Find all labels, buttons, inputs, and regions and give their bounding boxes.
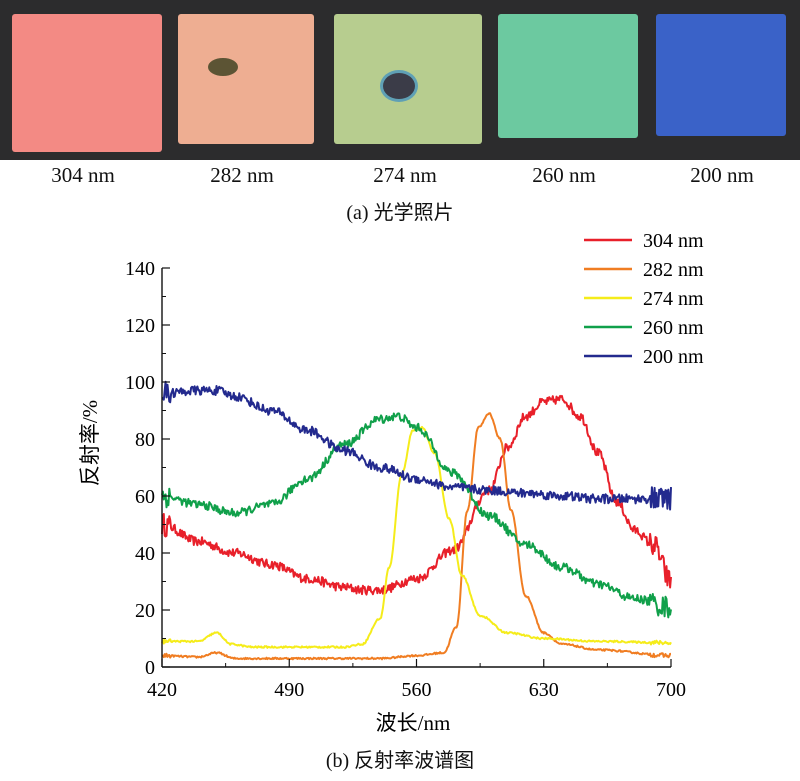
- sample-defect-spot: [380, 70, 418, 102]
- x-tick-label: 420: [147, 679, 177, 701]
- y-tick-label: 100: [125, 372, 155, 394]
- sample-label: 304 nm: [51, 163, 115, 187]
- y-tick-label: 20: [135, 600, 155, 622]
- legend-label: 200 nm: [643, 346, 704, 368]
- x-tick-label: 490: [274, 679, 304, 701]
- legend-label: 274 nm: [643, 288, 704, 310]
- legend-label: 282 nm: [643, 259, 704, 281]
- legend-label: 304 nm: [643, 230, 704, 252]
- sample-chip-304: [12, 14, 162, 152]
- series-line-260-nm: [161, 412, 672, 619]
- x-tick-label: 560: [402, 679, 432, 701]
- x-tick-label: 630: [529, 679, 559, 701]
- y-tick-label: 40: [135, 543, 155, 565]
- sample-label: 274 nm: [373, 163, 437, 187]
- sample-chip-282: [178, 14, 314, 144]
- sample-label: 260 nm: [532, 163, 596, 187]
- chart-axes: 420 490 560 630 700 0 20 40 60 80 100 120 140: [125, 258, 686, 701]
- sample-chip-274: [334, 14, 482, 144]
- y-tick-label: 140: [125, 258, 155, 280]
- sample-defect-spot: [208, 58, 238, 76]
- series-line-274-nm: [161, 425, 672, 649]
- y-tick-label: 120: [125, 315, 155, 337]
- x-axis-label: 波长/nm: [376, 711, 451, 735]
- reflectance-chart: 420 490 560 630 700 0 20 40 60 80 100 120 140 304 nm…: [78, 230, 704, 735]
- y-tick-label: 60: [135, 486, 155, 508]
- series-line-304-nm: [161, 394, 672, 596]
- sample-chip-200: [656, 14, 786, 136]
- y-tick-label: 0: [145, 657, 155, 679]
- legend-label: 260 nm: [643, 317, 704, 339]
- y-tick-label: 80: [135, 429, 155, 451]
- sample-label: 282 nm: [210, 163, 274, 187]
- photo-caption: (a) 光学照片: [346, 202, 454, 224]
- series-line-200-nm: [161, 380, 672, 511]
- y-axis-label: 反射率/%: [78, 400, 102, 486]
- series-line-282-nm: [161, 412, 672, 661]
- plot-area: [161, 380, 672, 661]
- sample-chip-260: [498, 14, 638, 138]
- chart-caption: (b) 反射率波谱图: [325, 750, 475, 772]
- chart-legend: 304 nm 282 nm 274 nm 260 nm 200 nm: [584, 230, 704, 368]
- sample-label: 200 nm: [690, 163, 754, 187]
- x-tick-label: 700: [656, 679, 686, 701]
- sample-photo-strip: [0, 0, 800, 160]
